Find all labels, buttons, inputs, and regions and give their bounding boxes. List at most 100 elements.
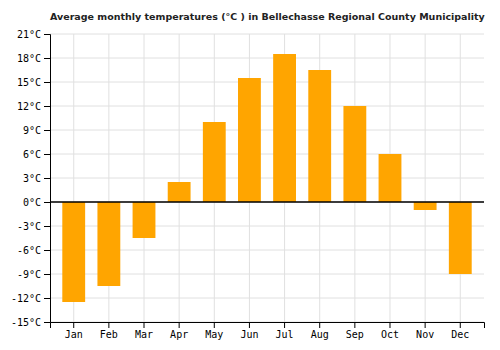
grid-line: [50, 298, 484, 299]
x-axis-line: [51, 323, 485, 329]
bar: [168, 182, 191, 202]
x-tick: Oct: [381, 322, 399, 340]
grid-line: [179, 34, 180, 322]
y-tick: 15°C: [17, 77, 50, 88]
grid-line: [50, 82, 484, 83]
bar: [62, 202, 85, 302]
y-axis: -15°C -12°C -9°C -6°C -3°C 0°C 3°C 6°C 9°C 12°C 15…: [11, 29, 51, 328]
y-tick-label: -15°C: [11, 317, 41, 328]
bar: [273, 54, 296, 202]
y-tick-label: -12°C: [11, 293, 41, 304]
bar: [449, 202, 472, 274]
x-tick-mark: [354, 322, 355, 328]
y-tick-mark: [44, 274, 50, 275]
x-tick-label: Aug: [311, 329, 329, 340]
title: Average monthly temperatures (°C ) in Be…: [50, 11, 486, 22]
x-tick: Jun: [240, 322, 258, 340]
x-axis: Jan Feb Mar Apr May Jun Jul Aug Sep Oct Nov Dec: [51, 322, 485, 340]
y-tick-label: 18°C: [17, 53, 41, 64]
x-tick-label: Dec: [451, 329, 469, 340]
y-tick-label: 6°C: [23, 149, 41, 160]
bar: [133, 202, 156, 238]
chart: Average monthly temperatures (°C ) in Be…: [0, 0, 500, 350]
x-tick-mark: [425, 322, 426, 328]
grid-line: [50, 130, 484, 131]
x-tick: Jan: [65, 322, 83, 340]
y-tick-mark: [44, 130, 50, 131]
x-tick-mark: [144, 322, 145, 328]
grid-line: [50, 202, 484, 203]
grid-line: [50, 178, 484, 179]
x-tick-label: Jan: [65, 329, 83, 340]
y-tick-mark: [44, 82, 50, 83]
y-tick: -3°C: [17, 221, 50, 232]
y-tick: -9°C: [17, 269, 50, 280]
x-tick-label: Jul: [276, 329, 294, 340]
bar: [203, 122, 226, 202]
y-tick-label: -3°C: [17, 221, 41, 232]
plot: -15°C -12°C -9°C -6°C -3°C 0°C 3°C 6°C 9°C 12°C 15…: [11, 29, 485, 340]
x-tick-label: Apr: [170, 329, 188, 340]
zero-line: [50, 201, 484, 203]
x-tick-mark: [319, 322, 320, 328]
y-tick-label: 15°C: [17, 77, 41, 88]
x-tick-mark: [389, 322, 390, 328]
y-tick: 21°C: [17, 29, 50, 40]
x-tick-label: Oct: [381, 329, 399, 340]
grid-line: [50, 34, 484, 35]
x-tick-label: May: [205, 329, 223, 340]
x-tick-label: Feb: [100, 329, 118, 340]
x-tick: Feb: [100, 322, 118, 340]
x-tick-label: Sep: [346, 329, 364, 340]
x-tick: Apr: [170, 322, 188, 340]
y-tick-label: -9°C: [17, 269, 41, 280]
bar: [238, 78, 261, 202]
x-tick: Aug: [311, 322, 329, 340]
y-tick-mark: [44, 34, 50, 35]
y-tick-mark: [44, 322, 50, 323]
x-tick-mark: [460, 322, 461, 328]
x-tick-mark: [179, 322, 180, 328]
y-tick-label: 9°C: [23, 125, 41, 136]
x-tick: May: [205, 322, 223, 340]
bar: [308, 70, 331, 202]
grid: [50, 34, 484, 322]
y-tick-mark: [44, 178, 50, 179]
y-tick: 6°C: [23, 149, 50, 160]
bar: [343, 106, 366, 202]
y-tick-mark: [44, 202, 50, 203]
x-tick: Dec: [451, 322, 469, 340]
y-tick: 18°C: [17, 53, 50, 64]
x-tick-mark: [249, 322, 250, 328]
bar: [414, 202, 437, 210]
y-tick-label: 0°C: [23, 197, 41, 208]
y-tick: -15°C: [11, 317, 50, 328]
bar: [379, 154, 402, 202]
y-tick: 9°C: [23, 125, 50, 136]
bar: [97, 202, 120, 286]
grid-line: [144, 34, 145, 322]
grid-line: [50, 154, 484, 155]
x-tick: Mar: [135, 322, 153, 340]
y-tick-mark: [44, 58, 50, 59]
y-tick-mark: [44, 250, 50, 251]
x-tick: Sep: [346, 322, 364, 340]
y-tick: -12°C: [11, 293, 50, 304]
y-tick-mark: [44, 106, 50, 107]
x-tick: Nov: [416, 322, 434, 340]
y-tick-label: 21°C: [17, 29, 41, 40]
y-tick: 3°C: [23, 173, 50, 184]
y-tick: 0°C: [23, 197, 50, 208]
x-tick-mark: [108, 322, 109, 328]
bars: [50, 54, 484, 302]
y-tick-mark: [44, 154, 50, 155]
y-tick-label: 3°C: [23, 173, 41, 184]
grid-line: [50, 106, 484, 107]
y-tick: 12°C: [17, 101, 50, 112]
x-tick-mark: [73, 322, 74, 328]
y-tick: -6°C: [17, 245, 50, 256]
x-tick-label: Mar: [135, 329, 153, 340]
x-tick: Jul: [276, 322, 294, 340]
x-tick-mark: [214, 322, 215, 328]
grid-line: [460, 34, 461, 322]
